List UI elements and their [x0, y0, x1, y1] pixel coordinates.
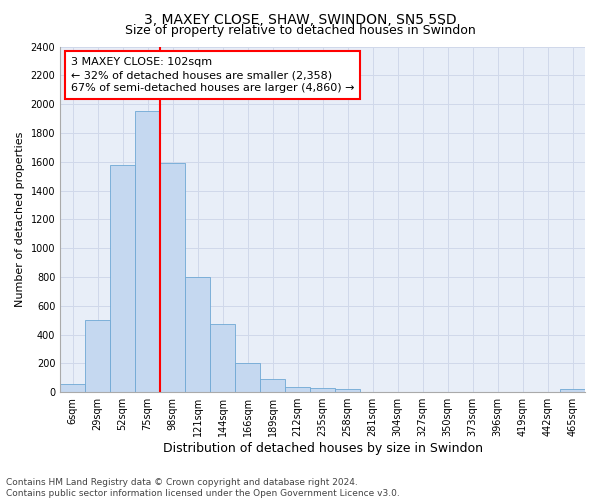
X-axis label: Distribution of detached houses by size in Swindon: Distribution of detached houses by size … [163, 442, 482, 455]
Y-axis label: Number of detached properties: Number of detached properties [15, 132, 25, 307]
Bar [60, 384, 85, 392]
Bar [560, 390, 585, 392]
Bar [235, 364, 260, 392]
Text: 3, MAXEY CLOSE, SHAW, SWINDON, SN5 5SD: 3, MAXEY CLOSE, SHAW, SWINDON, SN5 5SD [143, 12, 457, 26]
Text: Contains HM Land Registry data © Crown copyright and database right 2024.
Contai: Contains HM Land Registry data © Crown c… [6, 478, 400, 498]
Bar [85, 320, 110, 392]
Bar [135, 112, 160, 392]
Bar [285, 387, 310, 392]
Bar [160, 163, 185, 392]
Bar [260, 379, 285, 392]
Bar [110, 164, 135, 392]
Bar [185, 277, 210, 392]
Bar [310, 388, 335, 392]
Bar [335, 390, 360, 392]
Text: Size of property relative to detached houses in Swindon: Size of property relative to detached ho… [125, 24, 475, 37]
Bar [210, 324, 235, 392]
Text: 3 MAXEY CLOSE: 102sqm
← 32% of detached houses are smaller (2,358)
67% of semi-d: 3 MAXEY CLOSE: 102sqm ← 32% of detached … [71, 57, 354, 94]
